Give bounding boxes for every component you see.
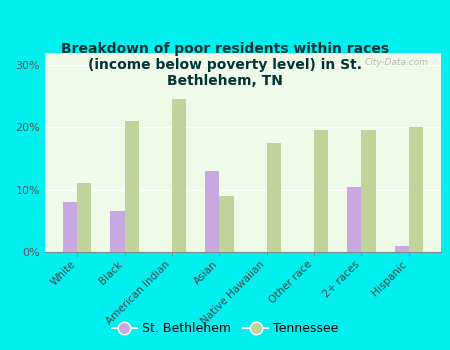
Bar: [409, 127, 423, 252]
Bar: [63, 202, 77, 252]
Bar: [347, 187, 361, 252]
Bar: [172, 99, 186, 252]
Bar: [125, 121, 139, 252]
Bar: [395, 246, 409, 252]
Bar: [361, 131, 376, 252]
Text: Breakdown of poor residents within races
(income below poverty level) in St.
Bet: Breakdown of poor residents within races…: [61, 42, 389, 89]
Bar: [205, 171, 219, 252]
Bar: [77, 183, 91, 252]
Bar: [219, 196, 234, 252]
Legend: St. Bethlehem, Tennessee: St. Bethlehem, Tennessee: [107, 317, 343, 340]
Bar: [110, 211, 125, 252]
Bar: [267, 143, 281, 252]
Bar: [314, 131, 328, 252]
Text: City-Data.com: City-Data.com: [365, 58, 429, 68]
